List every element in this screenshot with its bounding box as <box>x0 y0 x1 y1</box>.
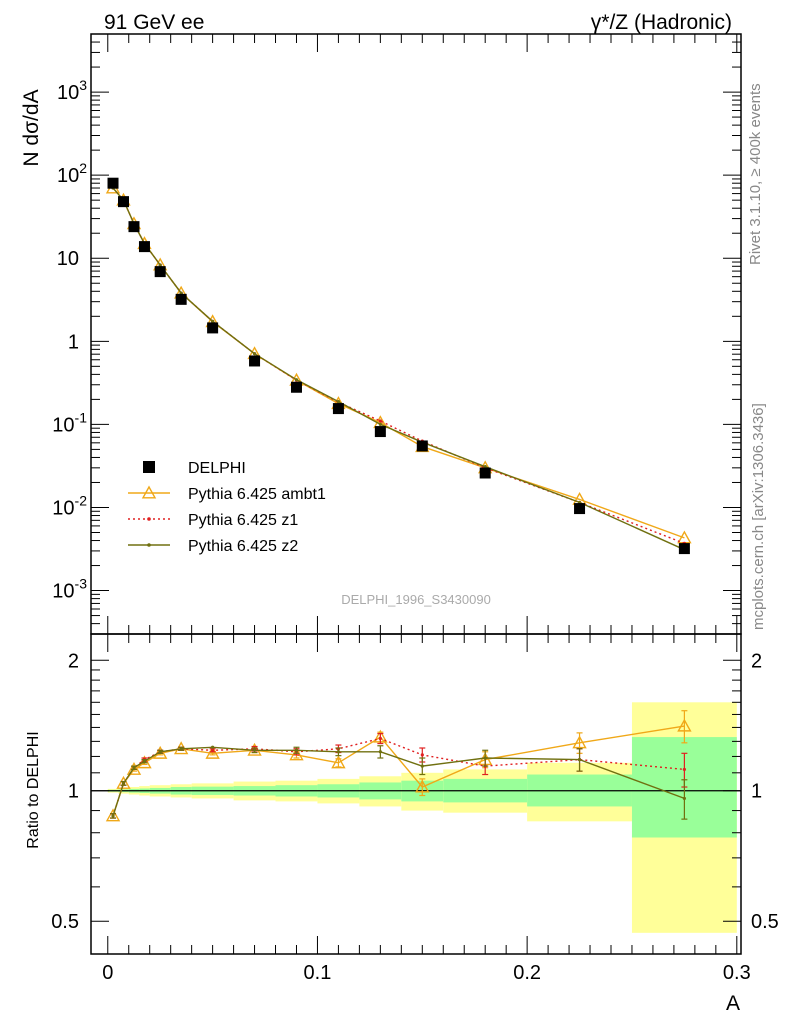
y-tick-label: 10-2 <box>52 492 87 519</box>
legend: DELPHI Pythia 6.425 ambt1 Pythia 6.425 z1 P… <box>128 460 326 555</box>
main-marker-z2 <box>483 465 487 469</box>
ratio-frame <box>90 633 742 955</box>
ratio-marker-ambt1 <box>116 775 131 789</box>
data-point <box>138 241 150 253</box>
main-ylabel: N dσ/dA <box>20 89 43 166</box>
ratio-y-tick-label-left: 1 <box>68 781 79 803</box>
mcplots-label: mcplots.cern.ch [arXiv:1306.3436] <box>750 403 767 630</box>
data-point <box>374 426 386 438</box>
data-point <box>249 355 261 367</box>
header-right: γ*/Z (Hadronic) <box>591 11 732 34</box>
y-tick-label: 1 <box>68 331 79 353</box>
ratio-marker-ambt1 <box>415 779 430 793</box>
data-point <box>574 503 586 515</box>
legend-marker-z2 <box>147 543 151 547</box>
ratio-y-tick-label-right: 1 <box>751 781 762 803</box>
ratio-marker-z2 <box>111 814 115 818</box>
y-tick-label: 103 <box>57 77 87 104</box>
ratio-y-tick-label-right: 2 <box>751 650 762 672</box>
x-tick-label: 0 <box>102 962 113 984</box>
ratio-marker-ambt1 <box>677 718 692 732</box>
header-left: 91 GeV ee <box>104 11 204 34</box>
main-marker-z2 <box>378 422 382 426</box>
main-marker-z2 <box>211 319 215 323</box>
ratio-y-tick-label-right: 0.5 <box>751 911 779 933</box>
ratio-marker-z1 <box>420 753 424 757</box>
x-axis-label: A <box>726 992 740 1015</box>
ratio-marker-z2 <box>682 796 686 801</box>
data-point <box>118 196 129 208</box>
data-point <box>175 293 187 305</box>
ratio-y-tick-label-left: 0.5 <box>51 911 79 933</box>
legend-marker-z1 <box>147 517 151 521</box>
legend-label: DELPHI <box>188 460 246 477</box>
y-tick-label: 10-3 <box>52 576 87 603</box>
ratio-marker-z2 <box>577 757 582 762</box>
ratio-marker-z1 <box>211 748 215 752</box>
data-point <box>107 177 119 189</box>
data-point <box>678 543 690 555</box>
legend-swatch-data <box>143 461 155 473</box>
ratio-marker-z2 <box>294 748 299 752</box>
data-point <box>290 381 302 393</box>
rivet-label: Rivet 3.1.10, ≥ 400k events <box>747 83 764 265</box>
y-tick-label: 10-1 <box>52 409 87 436</box>
data-point <box>332 403 344 415</box>
main-marker-z2 <box>294 378 299 382</box>
data-point <box>154 266 166 278</box>
legend-label: Pythia 6.425 z2 <box>188 538 298 555</box>
main-marker-z2 <box>336 400 341 404</box>
ratio-marker-z2 <box>132 766 136 770</box>
ratio-ylabel: Ratio to DELPHI <box>25 731 42 848</box>
ratio-marker-ambt1 <box>572 735 587 749</box>
legend-label: Pythia 6.425 ambt1 <box>188 486 326 503</box>
ratio-marker-z2 <box>483 756 487 760</box>
x-tick-label: 0.1 <box>304 962 332 984</box>
ratio-marker-ambt1 <box>126 761 142 775</box>
ratio-y-tick-label-left: 2 <box>68 650 79 672</box>
ratio-marker-z2 <box>179 747 183 751</box>
main-panel: 10-3 10-2 10-1 1 10 102 103 <box>52 33 742 635</box>
x-tick-label: 0.3 <box>723 962 751 984</box>
ratio-marker-ambt1 <box>105 808 121 822</box>
x-tick-label: 0.2 <box>513 962 541 984</box>
watermark: DELPHI_1996_S3430090 <box>341 592 491 607</box>
ratio-marker-ambt1 <box>205 745 220 759</box>
legend-marker-ambt1 <box>141 485 157 499</box>
data-point <box>416 440 428 452</box>
main-marker-z2 <box>252 352 257 356</box>
ratio-marker-ambt1 <box>331 755 346 769</box>
y-tick-label: 102 <box>57 160 87 187</box>
ratio-marker-z2 <box>142 759 147 763</box>
main-marker-z2 <box>158 263 162 267</box>
data-point <box>128 221 140 233</box>
ratio-panel: 0.5 0.5 1 1 2 2 0 0.1 0.2 0.3 <box>51 633 779 984</box>
data-point <box>207 322 219 334</box>
legend-label: Pythia 6.425 z1 <box>188 512 298 529</box>
data-point <box>479 467 491 479</box>
main-marker-z1 <box>378 419 382 423</box>
ratio-marker-z2 <box>158 750 162 754</box>
ratio-marker-z2 <box>420 764 424 768</box>
ratio-marker-z1 <box>682 767 686 772</box>
ratio-marker-z1 <box>378 736 382 741</box>
ratio-marker-z2 <box>336 750 341 754</box>
ratio-marker-z2 <box>121 781 126 785</box>
y-tick-label: 10 <box>57 248 79 270</box>
ratio-marker-z2 <box>211 745 215 749</box>
ratio-marker-z2 <box>378 750 382 754</box>
ratio-marker-z2 <box>252 748 257 752</box>
